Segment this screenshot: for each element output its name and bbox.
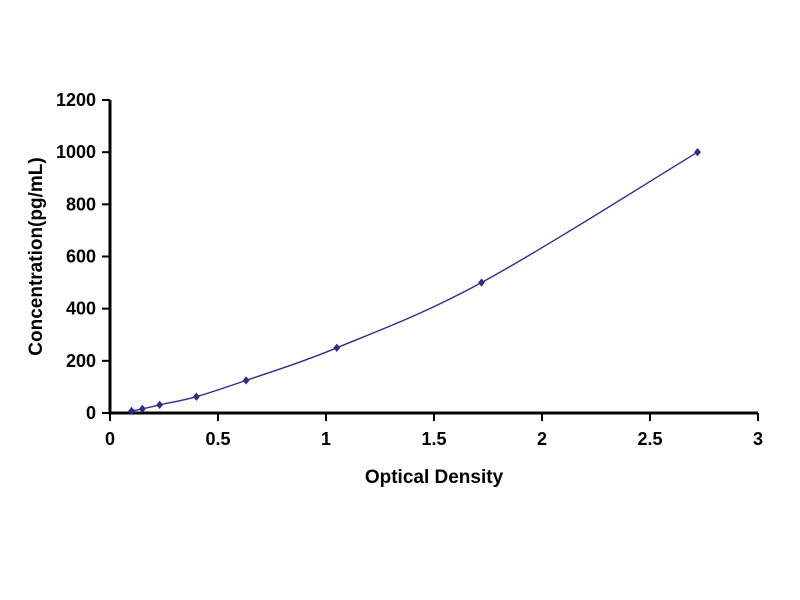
y-axis-tick-label: 600 bbox=[66, 247, 96, 267]
x-axis-tick-label: 2 bbox=[537, 429, 547, 449]
y-axis-tick-label: 1200 bbox=[56, 90, 96, 110]
x-axis-tick-label: 0.5 bbox=[205, 429, 230, 449]
y-axis-tick-label: 0 bbox=[86, 403, 96, 423]
series-markers bbox=[128, 147, 701, 416]
x-axis-tick-label: 3 bbox=[753, 429, 763, 449]
x-axis-tick-label: 1.5 bbox=[421, 429, 446, 449]
series-line bbox=[130, 151, 699, 412]
data-point-marker bbox=[333, 343, 341, 352]
x-axis-tick-label: 1 bbox=[321, 429, 331, 449]
y-axis-tick-label: 200 bbox=[66, 351, 96, 371]
data-point-marker bbox=[478, 278, 485, 287]
y-axis-ticks: 0 200 400 600 800 1000 1200 bbox=[56, 90, 110, 423]
y-axis-tick-label: 400 bbox=[66, 299, 96, 319]
y-axis-tick-label: 800 bbox=[66, 194, 96, 214]
x-axis-ticks: 0 0.5 1 1.5 2 2.5 3 bbox=[105, 413, 763, 449]
x-axis-tick-label: 2.5 bbox=[637, 429, 662, 449]
data-point-marker bbox=[242, 376, 250, 385]
data-point-marker bbox=[156, 400, 164, 410]
data-point-marker bbox=[694, 147, 701, 157]
data-point-marker bbox=[128, 406, 135, 416]
data-point-marker bbox=[139, 404, 146, 414]
y-axis-label: Concentration(pg/mL) bbox=[26, 157, 47, 355]
x-axis-tick-label: 0 bbox=[105, 429, 115, 449]
x-axis-label: Optical Density bbox=[365, 467, 504, 488]
data-point-marker bbox=[193, 392, 200, 401]
y-axis-tick-label: 1000 bbox=[56, 142, 96, 162]
